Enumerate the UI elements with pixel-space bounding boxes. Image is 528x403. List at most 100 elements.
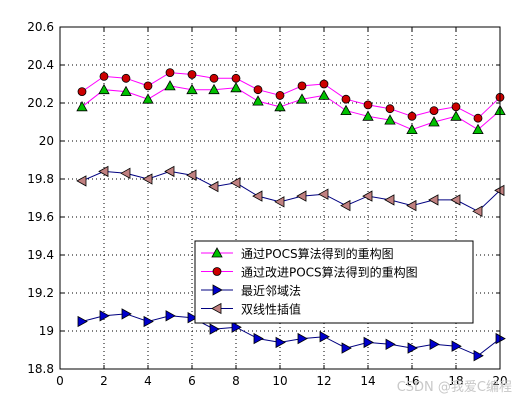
x-tick-label: 8 xyxy=(232,374,240,388)
data-point xyxy=(143,81,153,91)
data-point xyxy=(318,188,329,200)
data-point xyxy=(98,83,110,95)
data-point xyxy=(208,180,219,193)
data-point xyxy=(98,165,109,178)
data-point xyxy=(428,194,439,206)
legend-label: 双线性插值 xyxy=(241,302,301,317)
data-point xyxy=(187,312,198,324)
data-point xyxy=(319,331,330,343)
x-tick-label: 2 xyxy=(100,374,108,388)
data-point xyxy=(253,332,264,345)
data-point xyxy=(209,73,219,83)
data-point xyxy=(384,194,395,206)
data-point xyxy=(385,104,395,114)
data-point xyxy=(406,199,417,212)
data-point xyxy=(99,72,109,81)
data-point xyxy=(142,93,154,104)
data-point xyxy=(253,85,263,95)
data-point xyxy=(274,100,286,112)
y-tick-label: 20 xyxy=(39,134,54,148)
y-tick-label: 19.8 xyxy=(27,172,54,186)
data-point xyxy=(274,196,285,208)
data-point xyxy=(296,190,307,202)
data-point xyxy=(362,190,373,202)
data-point xyxy=(186,83,198,95)
data-point xyxy=(187,70,197,79)
data-point xyxy=(385,338,396,350)
data-point xyxy=(165,310,176,322)
data-point xyxy=(231,321,242,333)
data-point xyxy=(142,173,153,185)
x-tick-label: 4 xyxy=(144,374,152,388)
legend-item: 双线性插值 xyxy=(201,302,301,317)
legend-item: 通过改进POCS算法得到的重构图 xyxy=(201,265,418,280)
data-point xyxy=(231,73,241,83)
data-point xyxy=(429,338,440,350)
data-point xyxy=(143,315,154,328)
data-point xyxy=(472,123,484,135)
series-1 xyxy=(76,80,506,135)
data-point xyxy=(275,91,285,100)
data-point xyxy=(472,205,483,217)
legend-marker xyxy=(212,284,223,296)
data-point xyxy=(77,315,88,328)
legend-box xyxy=(194,240,474,324)
data-point xyxy=(230,81,242,93)
data-point xyxy=(318,89,330,100)
data-point xyxy=(407,342,418,354)
data-point xyxy=(121,73,131,83)
data-point xyxy=(450,194,461,206)
x-tick-label: 6 xyxy=(188,374,196,388)
data-point xyxy=(164,165,175,178)
data-point xyxy=(451,102,461,112)
data-point xyxy=(76,175,87,187)
legend-marker xyxy=(212,267,222,276)
legend-label: 通过改进POCS算法得到的重构图 xyxy=(241,265,418,280)
data-point xyxy=(473,113,483,123)
data-point xyxy=(341,94,351,104)
data-point xyxy=(429,106,439,115)
legend-marker xyxy=(211,302,222,315)
y-tick-label: 20.4 xyxy=(27,58,54,72)
data-point xyxy=(208,83,220,95)
legend-item: 最近邻域法 xyxy=(201,284,301,298)
data-point xyxy=(450,110,462,121)
x-tick-label: 10 xyxy=(272,374,287,388)
data-point xyxy=(297,332,308,345)
series-layer xyxy=(76,68,506,362)
data-point xyxy=(406,123,418,135)
data-point xyxy=(252,190,263,202)
y-tick-label: 20.6 xyxy=(27,20,54,34)
y-tick-label: 19.6 xyxy=(27,210,54,224)
x-tick-label: 20 xyxy=(492,374,507,388)
data-point xyxy=(340,104,352,115)
y-tick-label: 19 xyxy=(39,324,54,338)
data-point xyxy=(120,167,131,179)
data-point xyxy=(384,114,396,125)
data-point xyxy=(340,199,351,212)
y-tick-label: 19.2 xyxy=(27,286,54,300)
data-point xyxy=(297,81,307,91)
data-point xyxy=(341,342,352,354)
y-tick-label: 19.4 xyxy=(27,248,54,262)
x-tick-label: 12 xyxy=(316,374,331,388)
y-tick-label: 20.2 xyxy=(27,96,54,110)
series-3 xyxy=(77,308,506,362)
watermark-text: CSDN @我爱C编程 xyxy=(397,380,512,395)
series-2 xyxy=(77,68,505,123)
data-point xyxy=(77,87,87,96)
data-point xyxy=(363,336,374,349)
data-point xyxy=(165,68,175,77)
x-tick-label: 16 xyxy=(404,374,419,388)
x-tick-label: 0 xyxy=(56,374,64,388)
x-tick-label: 18 xyxy=(448,374,463,388)
legend-label: 最近邻域法 xyxy=(241,284,301,298)
data-point xyxy=(407,111,417,121)
data-point xyxy=(296,93,308,104)
data-point xyxy=(275,336,286,349)
y-tick-label: 18.8 xyxy=(27,362,54,376)
data-point xyxy=(363,100,373,110)
